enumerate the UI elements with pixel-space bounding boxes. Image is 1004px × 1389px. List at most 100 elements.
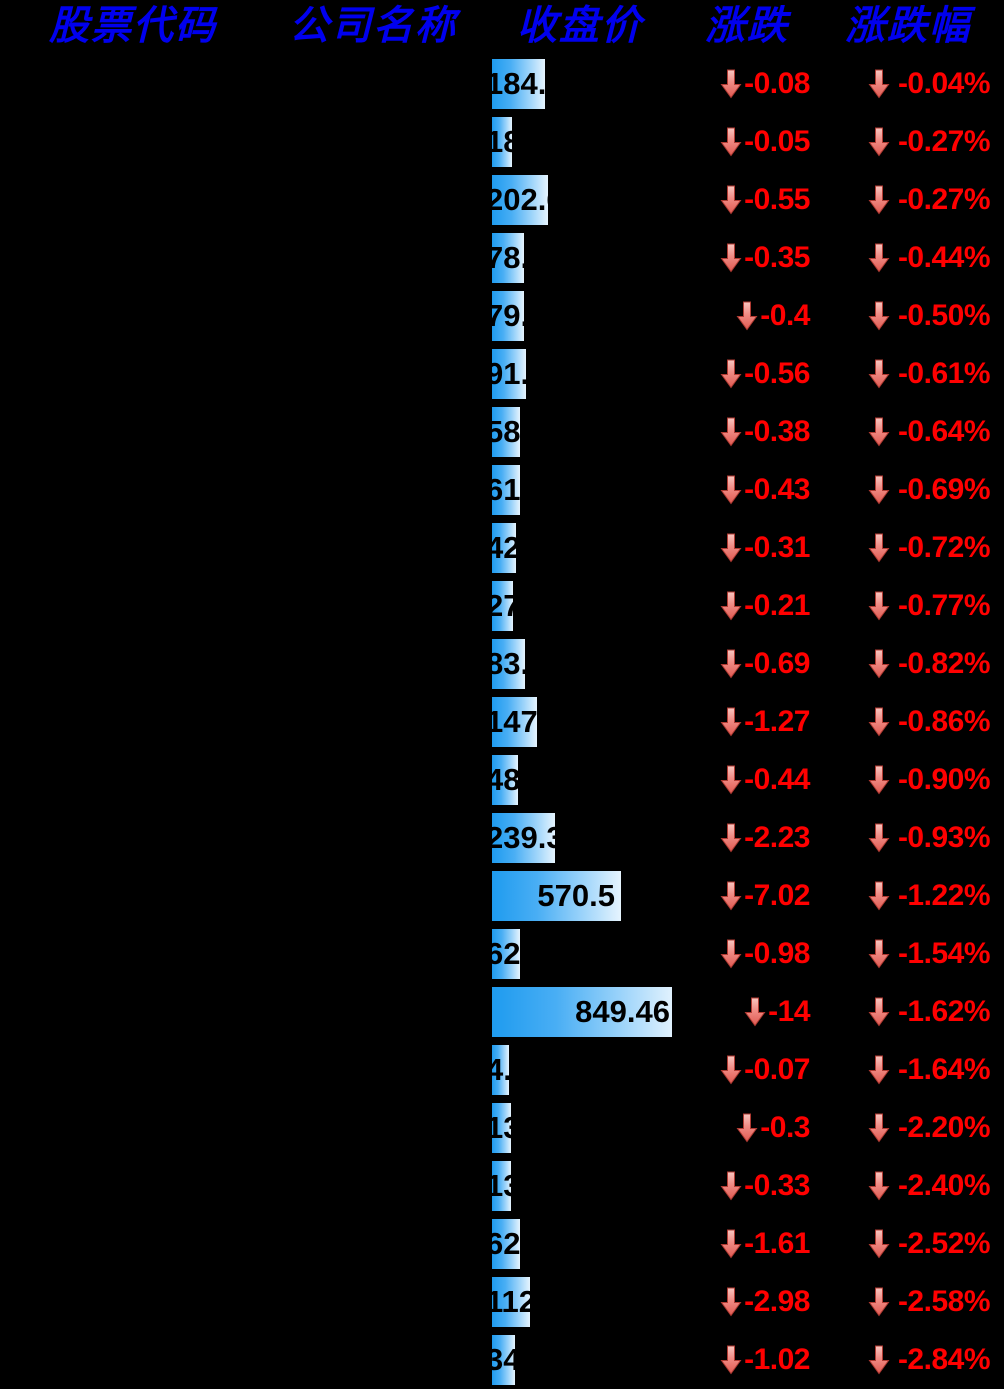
cell-change[interactable]: -0.05	[672, 113, 822, 171]
table-row[interactable]: 849.46 -14 -1.62%	[0, 983, 1004, 1041]
cell-close-price[interactable]: 4.2	[490, 1041, 672, 1099]
cell-change[interactable]: -14	[672, 983, 822, 1041]
cell-stock-code[interactable]	[0, 113, 258, 171]
cell-change-pct[interactable]: -0.82%	[822, 635, 1004, 693]
cell-stock-code[interactable]	[0, 1099, 258, 1157]
cell-change[interactable]: -0.3	[672, 1099, 822, 1157]
cell-change-pct[interactable]: -1.22%	[822, 867, 1004, 925]
cell-close-price[interactable]: 62.3	[490, 1215, 672, 1273]
cell-company-name[interactable]	[258, 113, 490, 171]
cell-company-name[interactable]	[258, 1273, 490, 1331]
cell-change[interactable]: -0.21	[672, 577, 822, 635]
column-header-change[interactable]: 涨跌	[705, 2, 789, 49]
table-row[interactable]: 13.4 -0.33 -2.40%	[0, 1157, 1004, 1215]
cell-stock-code[interactable]	[0, 867, 258, 925]
cell-change[interactable]: -0.4	[672, 287, 822, 345]
cell-change[interactable]: -0.33	[672, 1157, 822, 1215]
cell-close-price[interactable]: 13.4	[490, 1157, 672, 1215]
cell-change-pct[interactable]: -0.90%	[822, 751, 1004, 809]
cell-change[interactable]: -0.56	[672, 345, 822, 403]
cell-company-name[interactable]	[258, 287, 490, 345]
cell-close-price[interactable]: 239.3	[490, 809, 672, 867]
table-row[interactable]: 34.9 -1.02 -2.84%	[0, 1331, 1004, 1389]
cell-change[interactable]: -0.98	[672, 925, 822, 983]
table-row[interactable]: 83.5 -0.69 -0.82%	[0, 635, 1004, 693]
cell-change-pct[interactable]: -0.27%	[822, 171, 1004, 229]
column-header-company-name[interactable]: 公司名称	[289, 2, 457, 49]
cell-change-pct[interactable]: -0.72%	[822, 519, 1004, 577]
cell-company-name[interactable]	[258, 461, 490, 519]
cell-company-name[interactable]	[258, 751, 490, 809]
cell-company-name[interactable]	[258, 1331, 490, 1389]
cell-change-pct[interactable]: -0.44%	[822, 229, 1004, 287]
cell-change-pct[interactable]: -2.20%	[822, 1099, 1004, 1157]
cell-close-price[interactable]: 58.9	[490, 403, 672, 461]
cell-change-pct[interactable]: -0.50%	[822, 287, 1004, 345]
cell-close-price[interactable]: 34.9	[490, 1331, 672, 1389]
cell-stock-code[interactable]	[0, 287, 258, 345]
cell-change[interactable]: -0.44	[672, 751, 822, 809]
cell-close-price[interactable]: 849.46	[490, 983, 672, 1041]
cell-change-pct[interactable]: -0.93%	[822, 809, 1004, 867]
cell-close-price[interactable]: 184.7	[490, 55, 672, 113]
cell-company-name[interactable]	[258, 809, 490, 867]
cell-stock-code[interactable]	[0, 925, 258, 983]
cell-change[interactable]: -1.61	[672, 1215, 822, 1273]
column-header-stock-code[interactable]: 股票代码	[49, 2, 217, 49]
cell-stock-code[interactable]	[0, 229, 258, 287]
cell-close-price[interactable]: 13.3	[490, 1099, 672, 1157]
cell-close-price[interactable]: 27.1	[490, 577, 672, 635]
cell-close-price[interactable]: 48.7	[490, 751, 672, 809]
cell-close-price[interactable]: 18.1	[490, 113, 672, 171]
table-row[interactable]: 18.1 -0.05 -0.27%	[0, 113, 1004, 171]
table-row[interactable]: 42.7 -0.31 -0.72%	[0, 519, 1004, 577]
cell-close-price[interactable]: 42.7	[490, 519, 672, 577]
cell-change-pct[interactable]: -2.40%	[822, 1157, 1004, 1215]
cell-change[interactable]: -2.23	[672, 809, 822, 867]
cell-change-pct[interactable]: -2.52%	[822, 1215, 1004, 1273]
cell-company-name[interactable]	[258, 403, 490, 461]
cell-change-pct[interactable]: -2.58%	[822, 1273, 1004, 1331]
cell-stock-code[interactable]	[0, 751, 258, 809]
cell-company-name[interactable]	[258, 693, 490, 751]
table-row[interactable]: 78.6 -0.35 -0.44%	[0, 229, 1004, 287]
table-row[interactable]: 27.1 -0.21 -0.77%	[0, 577, 1004, 635]
cell-close-price[interactable]: 83.5	[490, 635, 672, 693]
cell-stock-code[interactable]	[0, 461, 258, 519]
cell-stock-code[interactable]	[0, 577, 258, 635]
cell-change[interactable]: -2.98	[672, 1273, 822, 1331]
cell-company-name[interactable]	[258, 983, 490, 1041]
cell-company-name[interactable]	[258, 1157, 490, 1215]
cell-company-name[interactable]	[258, 345, 490, 403]
cell-stock-code[interactable]	[0, 403, 258, 461]
cell-close-price[interactable]: 79.4	[490, 287, 672, 345]
cell-change-pct[interactable]: -0.77%	[822, 577, 1004, 635]
cell-change[interactable]: -0.69	[672, 635, 822, 693]
table-row[interactable]: 91.3 -0.56 -0.61%	[0, 345, 1004, 403]
cell-stock-code[interactable]	[0, 1157, 258, 1215]
column-header-change-pct[interactable]: 涨跌幅	[845, 2, 971, 49]
cell-change-pct[interactable]: -0.27%	[822, 113, 1004, 171]
cell-stock-code[interactable]	[0, 1331, 258, 1389]
cell-company-name[interactable]	[258, 1215, 490, 1273]
cell-company-name[interactable]	[258, 925, 490, 983]
table-row[interactable]: 239.3 -2.23 -0.93%	[0, 809, 1004, 867]
cell-stock-code[interactable]	[0, 55, 258, 113]
cell-change[interactable]: -0.08	[672, 55, 822, 113]
table-row[interactable]: 13.3 -0.3 -2.20%	[0, 1099, 1004, 1157]
table-row[interactable]: 184.7 -0.08 -0.04%	[0, 55, 1004, 113]
table-row[interactable]: 570.5 -7.02 -1.22%	[0, 867, 1004, 925]
cell-change-pct[interactable]: -1.64%	[822, 1041, 1004, 1099]
table-row[interactable]: 202.6 -0.55 -0.27%	[0, 171, 1004, 229]
cell-company-name[interactable]	[258, 635, 490, 693]
cell-change-pct[interactable]: -0.69%	[822, 461, 1004, 519]
cell-close-price[interactable]: 570.5	[490, 867, 672, 925]
cell-change-pct[interactable]: -0.04%	[822, 55, 1004, 113]
table-row[interactable]: 62.6 -0.98 -1.54%	[0, 925, 1004, 983]
cell-company-name[interactable]	[258, 867, 490, 925]
cell-close-price[interactable]: 91.3	[490, 345, 672, 403]
cell-change[interactable]: -0.38	[672, 403, 822, 461]
cell-close-price[interactable]: 202.6	[490, 171, 672, 229]
cell-company-name[interactable]	[258, 1099, 490, 1157]
table-row[interactable]: 61.7 -0.43 -0.69%	[0, 461, 1004, 519]
